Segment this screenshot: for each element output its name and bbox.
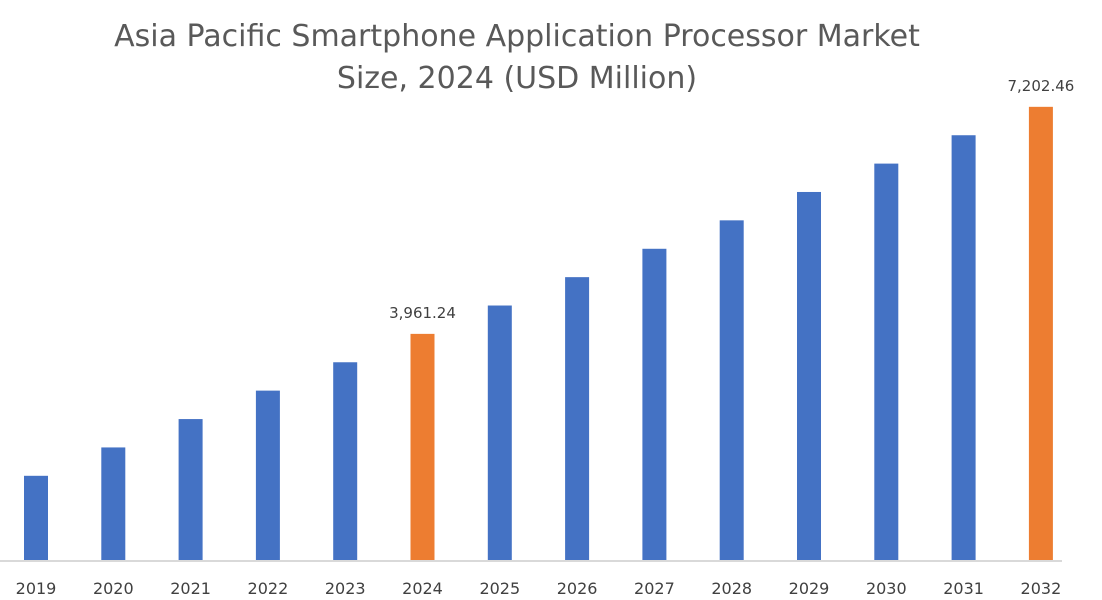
bar-2028 [719, 220, 744, 560]
x-tick-label-2028: 2028 [711, 579, 752, 598]
x-tick-label-2019: 2019 [16, 579, 57, 598]
bar-2025 [487, 305, 512, 560]
chart-title-line-1: Asia Pacific Smartphone Application Proc… [114, 19, 920, 54]
x-tick-label-2024: 2024 [402, 579, 443, 598]
bar-2023 [333, 362, 358, 560]
bar-2022 [255, 390, 280, 560]
bar-2027 [642, 248, 667, 560]
x-tick-label-2031: 2031 [943, 579, 984, 598]
x-tick-label-2026: 2026 [557, 579, 598, 598]
x-tick-label-2032: 2032 [1021, 579, 1062, 598]
x-tick-label-2030: 2030 [866, 579, 907, 598]
chart-title-line-2: Size, 2024 (USD Million) [337, 61, 697, 96]
x-tick-label-2021: 2021 [170, 579, 211, 598]
x-tick-label-2022: 2022 [248, 579, 289, 598]
bar-2020 [101, 447, 126, 560]
bar-2019 [24, 475, 48, 560]
bar-2032 [1028, 106, 1053, 561]
x-tick-label-2029: 2029 [789, 579, 830, 598]
bar-2029 [797, 191, 821, 560]
x-tick-label-2025: 2025 [479, 579, 520, 598]
data-label-2024: 3,961.24 [389, 304, 456, 322]
x-tick-label-2027: 2027 [634, 579, 675, 598]
x-tick-label-2023: 2023 [325, 579, 366, 598]
bar-2026 [565, 277, 590, 560]
bar-2030 [874, 163, 899, 561]
data-label-2032: 7,202.46 [1008, 77, 1075, 95]
bar-2024 [410, 333, 435, 560]
bar-2021 [178, 419, 203, 560]
bar-2031 [951, 135, 976, 560]
x-tick-label-2020: 2020 [93, 579, 134, 598]
